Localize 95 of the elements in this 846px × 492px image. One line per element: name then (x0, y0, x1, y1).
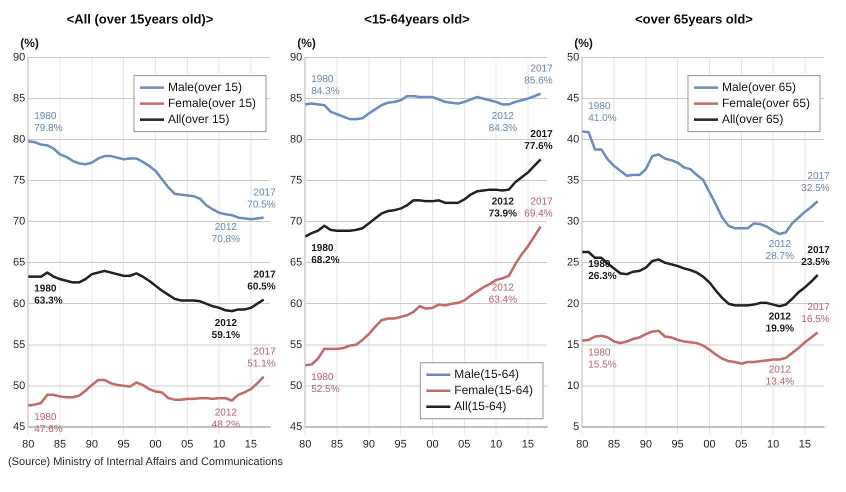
y-tick-label: 45 (566, 92, 580, 105)
x-tick-label: 00 (703, 438, 716, 450)
y-axis-title: (%) (297, 36, 316, 50)
x-tick-label: 90 (362, 438, 375, 450)
x-tick-label: 85 (54, 438, 66, 450)
x-tick-label: 15 (798, 438, 812, 450)
annotation: 2017 85.6% (524, 63, 554, 86)
x-tick-label: 10 (490, 438, 502, 450)
annotation: 2017 32.5% (801, 170, 830, 194)
y-axis-title: (%) (20, 36, 39, 50)
legend-label: Male(15-64) (454, 367, 520, 382)
y-tick-label: 20 (566, 298, 580, 310)
y-tick-label: 70 (12, 216, 26, 228)
y-tick-label: 65 (290, 256, 302, 269)
annotation: 2017 23.5% (801, 244, 830, 268)
annotation: 2012 59.1% (212, 318, 240, 341)
y-tick-label: 85 (290, 92, 302, 105)
y-tick-label: 35 (566, 174, 580, 187)
x-tick-label: 85 (608, 438, 620, 450)
x-tick-label: 05 (181, 438, 194, 450)
y-tick-label: 15 (566, 338, 580, 351)
annotation: 2017 70.5% (247, 187, 276, 210)
legend-label: Female(over 65) (722, 96, 810, 110)
legend-label: Female(over 15) (168, 96, 256, 110)
annotation: 1980 79.8% (34, 111, 63, 134)
y-tick-label: 45 (12, 420, 26, 433)
annotation: 1980 47.6% (34, 412, 63, 436)
chart-title: <15-64years old> (364, 11, 470, 26)
legend-label: Female(15-64) (454, 383, 534, 398)
text: (Source) Ministry of Internal Affairs and Communications (8, 456, 284, 468)
x-tick-label: 80 (576, 438, 588, 450)
y-tick-label: 50 (566, 52, 580, 64)
y-tick-label: 55 (290, 338, 302, 351)
legend-label: All(over 15) (168, 112, 230, 126)
annotation: 2017 60.5% (247, 269, 276, 292)
annotation: 1980 63.3% (34, 283, 63, 306)
y-tick-label: 50 (12, 380, 26, 392)
y-tick-label: 70 (290, 216, 302, 228)
y-tick-label: 25 (566, 256, 580, 269)
annotation: 2012 28.7% (766, 239, 794, 262)
y-tick-label: 5 (573, 420, 580, 433)
y-tick-label: 85 (12, 92, 26, 105)
y-tick-label: 80 (290, 134, 302, 146)
x-tick-label: 90 (86, 438, 98, 450)
annotation: 2012 84.3% (488, 111, 518, 134)
x-tick-label: 80 (299, 438, 312, 450)
annotation: 2017 16.5% (801, 302, 830, 326)
legend-label: Male(over 15) (168, 80, 242, 94)
x-tick-label: 80 (22, 438, 34, 450)
y-tick-label: 50 (290, 380, 302, 392)
y-tick-label: 60 (12, 298, 26, 310)
annotation: 1980 84.3% (311, 74, 340, 98)
chart-title: <over 65years old> (635, 11, 754, 26)
x-tick-label: 10 (212, 438, 226, 450)
y-tick-label: 90 (12, 52, 26, 64)
chart-title: <All (over 15years old)> (66, 11, 214, 26)
x-tick-label: 15 (522, 438, 534, 450)
x-tick-label: 95 (394, 438, 407, 450)
annotation: 1980 68.2% (311, 243, 340, 266)
y-tick-label: 90 (290, 52, 302, 64)
annotation: 2012 70.8% (212, 222, 240, 245)
y-tick-label: 60 (290, 298, 302, 310)
annotation: 2012 13.4% (766, 364, 794, 388)
annotation: 2017 51.1% (247, 346, 276, 370)
annotation: 2017 69.4% (524, 196, 554, 220)
y-tick-label: 75 (12, 174, 26, 187)
x-tick-label: 15 (244, 438, 258, 450)
annotation: 2017 77.6% (524, 129, 554, 152)
y-tick-label: 40 (566, 134, 580, 146)
x-tick-label: 10 (766, 438, 780, 450)
x-tick-label: 00 (149, 438, 162, 450)
legend-label: All(over 65) (722, 112, 784, 126)
x-tick-label: 85 (330, 438, 344, 450)
y-tick-label: 10 (566, 380, 580, 392)
x-tick-label: 00 (426, 438, 439, 450)
y-tick-label: 75 (290, 174, 302, 187)
x-tick-label: 95 (118, 438, 130, 450)
legend-label: All(15-64) (454, 399, 506, 414)
x-tick-label: 05 (735, 438, 748, 450)
y-axis-title: (%) (574, 36, 593, 50)
y-tick-label: 55 (12, 338, 26, 351)
y-tick-label: 45 (290, 420, 302, 433)
x-tick-label: 05 (458, 438, 470, 450)
x-tick-label: 90 (640, 438, 652, 450)
annotation: 1980 41.0% (588, 101, 617, 124)
x-tick-label: 95 (672, 438, 684, 450)
y-tick-label: 65 (12, 256, 26, 269)
annotation: 2012 63.4% (488, 282, 518, 306)
legend-label: Male(over 65) (722, 80, 796, 94)
annotation: 2012 73.9% (488, 196, 518, 220)
annotation: 1980 15.5% (588, 347, 617, 370)
y-tick-label: 80 (12, 134, 26, 146)
annotation: 2012 19.9% (766, 311, 794, 334)
y-tick-label: 30 (566, 216, 580, 228)
annotation: 1980 52.5% (311, 372, 340, 396)
